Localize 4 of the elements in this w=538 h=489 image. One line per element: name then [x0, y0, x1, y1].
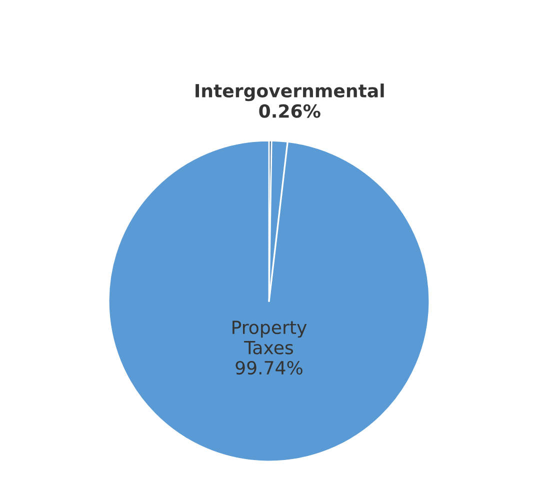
slice-label: Property Taxes: [232, 320, 307, 354]
slice-label: Intergovernmental: [196, 84, 384, 102]
data-label: 0.26%: [259, 104, 320, 118]
data-label: 99.74%: [236, 360, 302, 375]
